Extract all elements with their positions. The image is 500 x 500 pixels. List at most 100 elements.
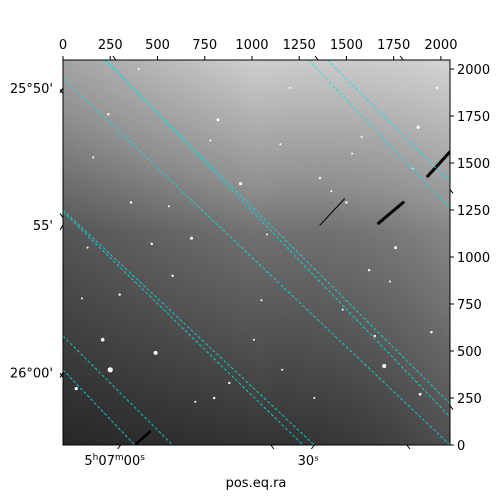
star-41 (252, 338, 255, 341)
y-tick-label: 1500 (457, 157, 490, 172)
streak-2 (319, 198, 346, 226)
star-5 (189, 236, 193, 240)
x-tick-label: 2000 (424, 38, 457, 53)
y-tick-label: 1000 (457, 251, 490, 266)
world-tick-stub (399, 55, 404, 61)
y-pixel-ticks: 0 250 500 750 1000 1250 1500 1750 2000 (450, 63, 490, 454)
dec-tick-label: 55' (33, 219, 53, 234)
world-tick-stub (112, 55, 117, 61)
star-3 (239, 182, 243, 186)
plot-frame (62, 59, 451, 446)
y-tick-label: 750 (457, 298, 482, 313)
star-7 (345, 201, 348, 204)
ra-tick-label: 30ˢ (298, 454, 320, 469)
star-30 (212, 396, 216, 400)
streak-1 (426, 150, 450, 178)
star-34 (279, 143, 282, 146)
star-35 (330, 190, 333, 193)
star-16 (153, 350, 158, 355)
star-24 (318, 176, 322, 180)
world-tick-stub (59, 213, 64, 218)
ra-tick-label: 5h07m00s (84, 453, 145, 469)
star-12 (373, 334, 376, 338)
star-29 (260, 299, 263, 302)
dec-world-ticks: 25°50' 55' 26°00' (10, 55, 404, 382)
grid-line-2 (63, 209, 315, 445)
x-pixel-ticks: 0 250 500 750 1000 1250 1500 1750 2000 (59, 38, 457, 60)
grid-line-3 (63, 369, 136, 445)
x-axis-title: pos.eq.ra (226, 476, 287, 491)
stars-layer (74, 68, 439, 403)
streak-0 (377, 200, 405, 225)
star-26 (367, 268, 371, 272)
streak-3 (133, 430, 152, 445)
star-1 (216, 118, 220, 122)
ra-world-ticks: 5h07m00s 30ˢ (84, 189, 454, 469)
star-27 (209, 139, 212, 142)
dec-tick-label: 25°50' (10, 82, 53, 97)
star-31 (313, 397, 316, 400)
image-noise (63, 60, 450, 445)
star-17 (107, 367, 113, 373)
world-tick-stub (449, 189, 454, 194)
star-23 (435, 86, 439, 90)
y-tick-label: 1250 (457, 204, 490, 219)
star-40 (228, 381, 231, 385)
star-28 (80, 297, 83, 300)
world-tick-stub (59, 373, 64, 378)
grid-line-8 (63, 335, 173, 445)
x-tick-label: 750 (192, 38, 217, 53)
star-36 (74, 387, 78, 391)
ra-tick-mark (117, 444, 122, 450)
star-22 (360, 135, 363, 138)
grid-line-1 (106, 60, 450, 418)
star-43 (388, 280, 391, 283)
grid-line-5 (104, 60, 450, 404)
dec-tick-mark (59, 87, 64, 94)
world-tick-stub (449, 405, 454, 410)
x-tick-label: 1500 (330, 38, 363, 53)
x-tick-label: 250 (98, 38, 123, 53)
star-15 (100, 337, 105, 342)
star-14 (150, 242, 154, 246)
y-tick-label: 500 (457, 345, 482, 360)
star-25 (167, 205, 170, 208)
star-2 (351, 152, 354, 155)
x-tick-label: 500 (145, 38, 170, 53)
star-9 (171, 274, 174, 278)
x-tick-label: 1250 (283, 38, 316, 53)
grid-line-0 (308, 60, 450, 209)
star-19 (382, 364, 387, 369)
star-11 (341, 308, 344, 311)
grid-line-6 (63, 211, 304, 445)
y-tick-label: 0 (457, 439, 465, 454)
y-tick-label: 2000 (457, 63, 490, 78)
star-4 (129, 201, 133, 204)
star-8 (394, 246, 398, 250)
star-10 (118, 293, 121, 296)
y-tick-label: 250 (457, 392, 482, 407)
x-tick-label: 1000 (235, 38, 268, 53)
world-tick-stub (406, 444, 411, 450)
streaks-layer (133, 150, 450, 445)
world-tick-stub (314, 55, 319, 61)
star-38 (137, 68, 140, 71)
star-13 (281, 368, 284, 371)
world-tick-stub (59, 89, 64, 94)
grid-line-4 (63, 78, 450, 445)
star-42 (86, 246, 89, 249)
star-39 (92, 156, 95, 159)
star-18 (430, 331, 433, 334)
star-37 (288, 86, 291, 89)
sky-image (63, 60, 450, 445)
star-20 (416, 125, 420, 129)
star-33 (194, 400, 197, 403)
star-32 (418, 392, 422, 396)
dec-tick-label: 26°00' (10, 367, 53, 382)
x-tick-label: 1750 (377, 38, 410, 53)
star-6 (266, 233, 269, 236)
dec-tick-mark (59, 224, 64, 231)
grid-line-7 (327, 60, 450, 183)
x-tick-label: 0 (59, 38, 67, 53)
